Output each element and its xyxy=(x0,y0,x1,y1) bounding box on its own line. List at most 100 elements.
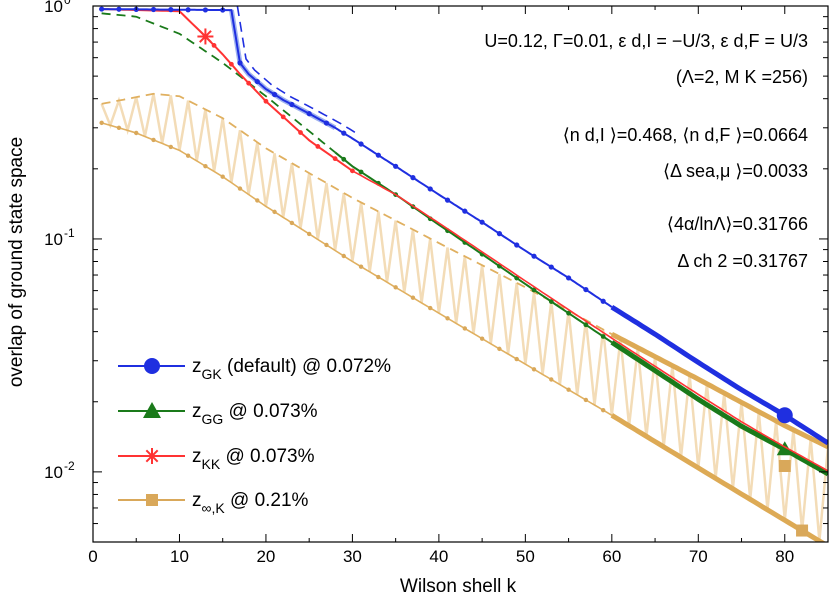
x-tick-label: 60 xyxy=(602,547,621,566)
legend-label-1: zGG @ 0.073% xyxy=(192,401,318,427)
zinfK-point xyxy=(306,231,312,237)
series-zGG xyxy=(101,12,828,477)
zGK-point xyxy=(548,264,554,270)
legend: zGK (default) @ 0.072% zGG @ 0.073% zKK @ … xyxy=(118,356,391,516)
zinfK-point xyxy=(445,316,450,321)
zGG-thick xyxy=(610,340,828,477)
zGK-thick xyxy=(610,304,828,446)
legend-marker-circle xyxy=(144,358,160,374)
zinfK-point xyxy=(151,137,156,143)
zKK-point xyxy=(211,43,217,48)
legend-label-2: zKK @ 0.073% xyxy=(192,446,315,472)
zinfK-point xyxy=(376,274,381,280)
x-tick-label: 50 xyxy=(516,547,535,566)
annotation-lambda: (Λ=2, M K =256) xyxy=(676,67,808,87)
zGG-point xyxy=(341,156,347,162)
zinfK-point xyxy=(272,209,277,215)
plot-area xyxy=(99,6,828,542)
series-zGK xyxy=(99,6,828,446)
x-tick-label: 30 xyxy=(343,547,362,566)
zinfK-highlight-marker-2 xyxy=(796,524,809,537)
zGK-point xyxy=(393,163,399,169)
zinfK-point xyxy=(203,163,208,169)
zKK-point xyxy=(263,98,269,104)
zKK-point xyxy=(350,168,355,174)
zGK-point xyxy=(202,7,209,13)
annotation-alpha: ⟨4α/lnΛ⟩=0.31766 xyxy=(667,214,808,234)
zinfK-point xyxy=(324,242,329,248)
zGK-point xyxy=(444,197,451,203)
x-tick-label: 40 xyxy=(429,547,448,566)
zinfK-point xyxy=(497,346,502,352)
zinfK-point xyxy=(116,125,122,130)
zGK-point xyxy=(220,7,226,13)
zGK-point xyxy=(600,298,606,304)
x-tick-label: 10 xyxy=(170,547,189,566)
x-tick-label: 0 xyxy=(88,547,97,566)
zinfK-point xyxy=(428,305,433,311)
plot-layer xyxy=(99,6,828,542)
series-zinfK xyxy=(99,92,828,542)
annotation-delta-ch: Δ ch 2 =0.31767 xyxy=(677,251,808,271)
zGK-point xyxy=(479,219,485,225)
zGK-point xyxy=(375,152,381,158)
legend-label-3: z∞,K @ 0.21% xyxy=(192,490,309,516)
zKK-asterisk-stroke xyxy=(199,30,212,43)
zGK-dashed xyxy=(236,6,359,136)
zinfK-point xyxy=(393,285,398,290)
zinfK-point xyxy=(99,120,104,126)
zGK-point xyxy=(116,6,122,12)
zinfK-upper-thick xyxy=(610,331,828,450)
legend-marker-triangle xyxy=(143,402,161,418)
x-tick-label: 70 xyxy=(689,547,708,566)
zGK-point xyxy=(254,78,260,85)
zinfK-lower-thick xyxy=(610,413,827,542)
x-tick-label: 20 xyxy=(256,547,275,566)
zGG-dashed xyxy=(101,12,336,153)
y-tick-label: 10 xyxy=(44,230,63,249)
zGG-point xyxy=(600,334,606,339)
zGK-point xyxy=(168,7,174,13)
zGK-point xyxy=(358,141,364,147)
zGK-point xyxy=(306,111,312,117)
annotation-params: U=0.12, Γ=0.01, ε d,I = −U/3, ε d,F = U/… xyxy=(484,31,808,51)
zinfK-highlight-marker xyxy=(778,459,791,472)
zGK-point xyxy=(150,6,157,13)
zGK-line xyxy=(101,8,613,308)
zinfK-point xyxy=(531,367,537,372)
zGG-point xyxy=(548,299,554,304)
zKK-point xyxy=(246,80,252,86)
zGG-point xyxy=(531,287,537,293)
zGG-highlight-marker xyxy=(776,441,793,456)
zGK-highlight-marker xyxy=(776,407,793,424)
zKK-highlight-marker xyxy=(197,28,214,45)
axes-frame xyxy=(92,5,829,543)
zinfK-point xyxy=(289,220,295,226)
zinfK-point xyxy=(583,397,589,403)
zinfK-point xyxy=(134,130,139,136)
y-tick-exponent: 0 xyxy=(64,0,71,7)
x-axis-label: Wilson shell k xyxy=(400,576,517,597)
zKK-point xyxy=(280,114,286,120)
zGK-point xyxy=(237,60,243,66)
zGG-point xyxy=(583,322,589,328)
zinfK-point xyxy=(168,144,174,150)
zGK-point xyxy=(271,91,278,98)
zGK-point xyxy=(531,253,537,259)
zinfK-point xyxy=(479,336,485,341)
y-axis-label: overlap of ground state space xyxy=(6,137,27,387)
zinfK-point xyxy=(255,198,260,203)
zKK-point xyxy=(332,156,338,162)
zGK-point xyxy=(289,101,295,108)
annotations: U=0.12, Γ=0.01, ε d,I = −U/3, ε d,F = U/… xyxy=(484,31,808,271)
zGK-point xyxy=(427,186,433,192)
zGK-point xyxy=(323,120,330,126)
y-tick-exponent: -1 xyxy=(64,226,75,240)
y-tick-label: 10 xyxy=(44,463,63,482)
zGG-line xyxy=(334,151,613,344)
x-tick-label: 80 xyxy=(775,547,794,566)
zGK-point xyxy=(496,231,503,237)
zKK-point xyxy=(228,61,234,67)
zinfK-point xyxy=(185,153,191,158)
zGK-point xyxy=(583,286,589,293)
